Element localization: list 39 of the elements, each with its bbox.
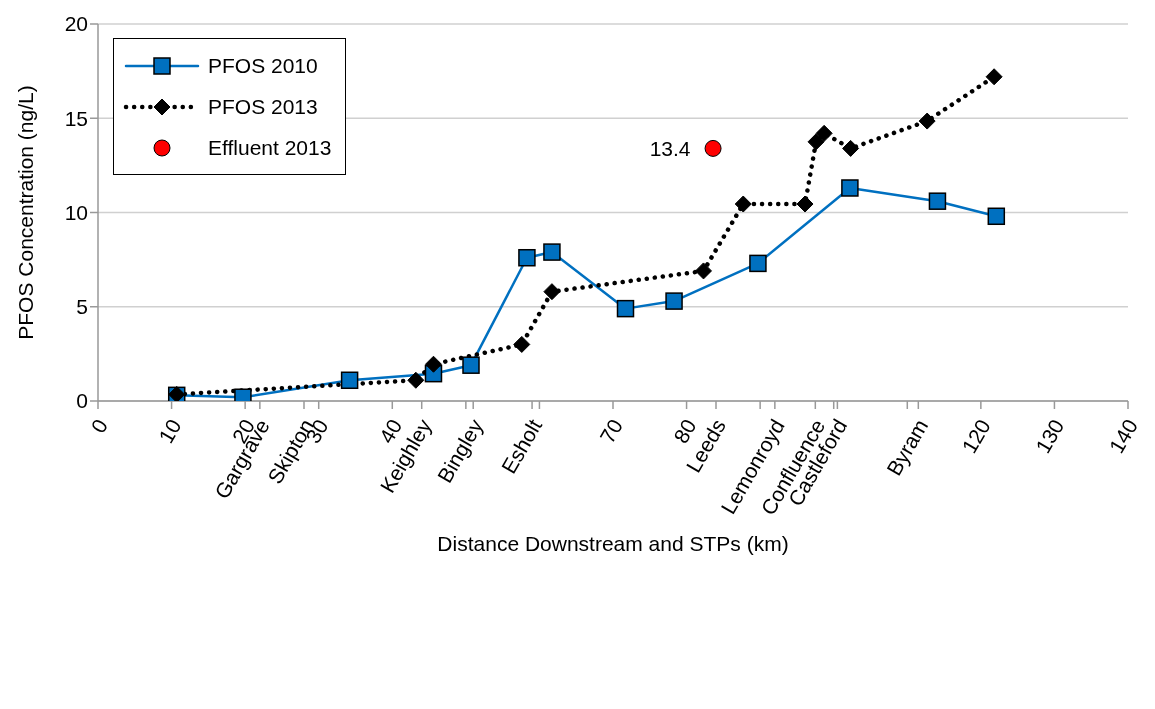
point	[616, 299, 635, 318]
point	[807, 133, 825, 151]
point	[985, 68, 1003, 86]
point	[694, 262, 712, 280]
point	[665, 292, 683, 310]
x-axis-title: Distance Downstream and STPs (km)	[437, 532, 789, 555]
point	[928, 192, 947, 210]
y-tick-label: 20	[64, 12, 88, 36]
point	[543, 283, 561, 301]
point	[462, 356, 480, 374]
point	[704, 139, 722, 157]
legend-label: PFOS 2010	[208, 53, 318, 78]
legend-label: PFOS 2013	[208, 94, 318, 119]
y-tick-label: 5	[76, 295, 88, 319]
point	[543, 243, 561, 261]
x-tick-label: 130	[1030, 415, 1069, 458]
point	[424, 355, 442, 373]
legend-label: Effluent 2013	[208, 135, 332, 160]
point	[987, 207, 1006, 226]
y-tick-label: 15	[64, 106, 88, 130]
point	[841, 179, 859, 197]
point	[815, 124, 833, 142]
x-tick-label: 140	[1104, 415, 1142, 458]
y-axis-title: PFOS Concentration (ng/L)	[14, 85, 38, 340]
point	[407, 371, 425, 389]
x-tick-label: 120	[957, 415, 995, 458]
point	[842, 139, 860, 157]
point	[513, 335, 531, 353]
point	[796, 195, 814, 213]
point	[518, 248, 536, 267]
point	[340, 371, 359, 390]
x-tick-label: 70	[595, 415, 627, 447]
y-tick-label: 0	[76, 389, 88, 413]
point	[918, 112, 936, 130]
point	[749, 254, 767, 273]
y-tick-label: 10	[64, 200, 88, 224]
point	[734, 195, 752, 213]
x-tick-label: 10	[153, 415, 186, 447]
data-label: 13.4	[649, 136, 691, 160]
